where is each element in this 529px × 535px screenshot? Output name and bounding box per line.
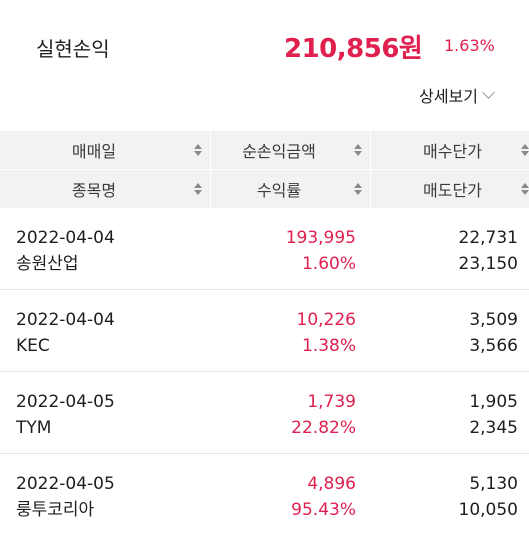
net-profit: 10,226 bbox=[296, 310, 356, 330]
sort-icon bbox=[194, 183, 202, 195]
net-profit: 193,995 bbox=[285, 228, 356, 248]
buy-price: 1,905 bbox=[469, 392, 518, 412]
net-profit: 1,739 bbox=[307, 392, 356, 412]
sort-icon bbox=[194, 144, 202, 156]
detail-view-button[interactable]: 상세보기 bbox=[419, 83, 495, 107]
summary-rate: 1.63% bbox=[444, 36, 495, 55]
summary-amount: 210,856원 bbox=[284, 34, 423, 64]
header-net-profit[interactable]: 순손익금액 bbox=[210, 131, 370, 169]
header-buy-price[interactable]: 매수단가 bbox=[370, 131, 529, 169]
table-row[interactable]: 2022-04-05 TYM 1,739 22.82% 1,905 2,345 bbox=[0, 372, 529, 454]
buy-price: 3,509 bbox=[469, 310, 518, 330]
realized-pnl-summary: 실현손익 210,856원 1.63% 상세보기 bbox=[0, 0, 529, 130]
trade-date: 2022-04-05 bbox=[16, 474, 115, 494]
trade-date: 2022-04-04 bbox=[16, 310, 115, 330]
sell-price: 2,345 bbox=[469, 418, 518, 438]
header-trade-date[interactable]: 매매일 bbox=[0, 131, 210, 169]
trade-list: 2022-04-04 송원산업 193,995 1.60% 22,731 23,… bbox=[0, 208, 529, 535]
sell-price: 23,150 bbox=[458, 254, 518, 274]
chevron-down-icon bbox=[482, 86, 495, 99]
trade-date: 2022-04-05 bbox=[16, 392, 115, 412]
sort-icon bbox=[354, 183, 362, 195]
stock-name: 룽투코리아 bbox=[16, 500, 95, 520]
stock-name: TYM bbox=[16, 418, 52, 438]
detail-view-label: 상세보기 bbox=[419, 87, 478, 106]
trade-date: 2022-04-04 bbox=[16, 228, 115, 248]
table-row[interactable]: 2022-04-04 송원산업 193,995 1.60% 22,731 23,… bbox=[0, 208, 529, 290]
sell-price: 3,566 bbox=[469, 336, 518, 356]
sort-icon bbox=[521, 144, 529, 156]
header-return-rate[interactable]: 수익률 bbox=[210, 170, 370, 208]
buy-price: 5,130 bbox=[469, 474, 518, 494]
table-row[interactable]: 2022-04-04 KEC 10,226 1.38% 3,509 3,566 bbox=[0, 290, 529, 372]
return-rate: 1.60% bbox=[301, 254, 356, 274]
buy-price: 22,731 bbox=[458, 228, 518, 248]
net-profit: 4,896 bbox=[307, 474, 356, 494]
return-rate: 95.43% bbox=[291, 500, 356, 520]
sort-icon bbox=[521, 183, 529, 195]
table-header: 매매일 순손익금액 매수단가 종목명 수익률 매도단가 bbox=[0, 131, 529, 208]
stock-name: 송원산업 bbox=[16, 254, 79, 274]
sort-icon bbox=[354, 144, 362, 156]
sell-price: 10,050 bbox=[458, 500, 518, 520]
return-rate: 22.82% bbox=[291, 418, 356, 438]
table-row[interactable]: 2022-04-05 룽투코리아 4,896 95.43% 5,130 10,0… bbox=[0, 454, 529, 535]
stock-name: KEC bbox=[16, 336, 50, 356]
header-sell-price[interactable]: 매도단가 bbox=[370, 170, 529, 208]
return-rate: 1.38% bbox=[301, 336, 356, 356]
summary-label: 실현손익 bbox=[36, 37, 110, 61]
header-stock-name[interactable]: 종목명 bbox=[0, 170, 210, 208]
